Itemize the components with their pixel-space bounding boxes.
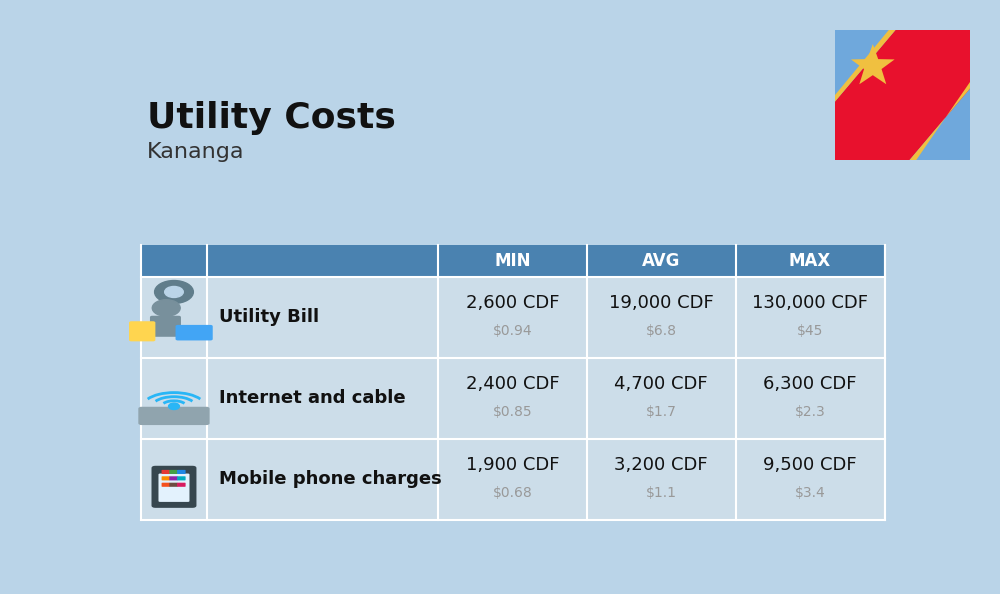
Polygon shape [835,82,970,160]
Text: Utility Bill: Utility Bill [219,308,319,326]
FancyBboxPatch shape [835,30,970,160]
Text: Internet and cable: Internet and cable [219,389,406,407]
FancyBboxPatch shape [169,483,178,487]
Text: AVG: AVG [642,252,680,270]
Text: 2,400 CDF: 2,400 CDF [466,375,559,393]
Text: $0.94: $0.94 [493,324,532,338]
Text: $2.3: $2.3 [795,405,825,419]
Text: 3,200 CDF: 3,200 CDF [614,456,708,475]
FancyBboxPatch shape [177,476,186,481]
Text: $1.1: $1.1 [646,486,677,500]
FancyBboxPatch shape [177,470,186,474]
Text: MIN: MIN [494,252,531,270]
FancyBboxPatch shape [162,470,170,474]
Polygon shape [851,44,895,84]
FancyBboxPatch shape [138,407,210,425]
Text: 2,600 CDF: 2,600 CDF [466,295,559,312]
FancyBboxPatch shape [140,438,885,520]
FancyBboxPatch shape [140,245,885,277]
FancyBboxPatch shape [152,466,196,508]
Text: $1.7: $1.7 [646,405,677,419]
Text: 1,900 CDF: 1,900 CDF [466,456,559,475]
Text: $0.68: $0.68 [493,486,532,500]
FancyBboxPatch shape [158,473,189,502]
FancyBboxPatch shape [140,358,885,438]
Circle shape [152,300,180,316]
Text: 9,500 CDF: 9,500 CDF [763,456,857,475]
Text: $3.4: $3.4 [795,486,825,500]
FancyBboxPatch shape [169,476,178,481]
Text: $0.85: $0.85 [493,405,532,419]
Text: $45: $45 [797,324,823,338]
FancyBboxPatch shape [162,483,170,487]
FancyBboxPatch shape [129,321,155,342]
FancyBboxPatch shape [169,470,178,474]
FancyBboxPatch shape [176,325,213,340]
Text: 130,000 CDF: 130,000 CDF [752,295,868,312]
Text: Utility Costs: Utility Costs [147,101,396,135]
Circle shape [169,403,179,409]
Text: 6,300 CDF: 6,300 CDF [763,375,857,393]
Text: 19,000 CDF: 19,000 CDF [609,295,714,312]
Text: $6.8: $6.8 [646,324,677,338]
FancyBboxPatch shape [150,316,181,337]
FancyBboxPatch shape [140,277,885,358]
Polygon shape [835,30,896,102]
Text: 4,700 CDF: 4,700 CDF [614,375,708,393]
FancyBboxPatch shape [177,483,186,487]
Circle shape [155,280,193,304]
Text: Mobile phone charges: Mobile phone charges [219,470,442,488]
Text: MAX: MAX [789,252,831,270]
Circle shape [165,286,183,298]
FancyBboxPatch shape [162,476,170,481]
Polygon shape [835,30,970,160]
Text: Kananga: Kananga [147,142,244,162]
